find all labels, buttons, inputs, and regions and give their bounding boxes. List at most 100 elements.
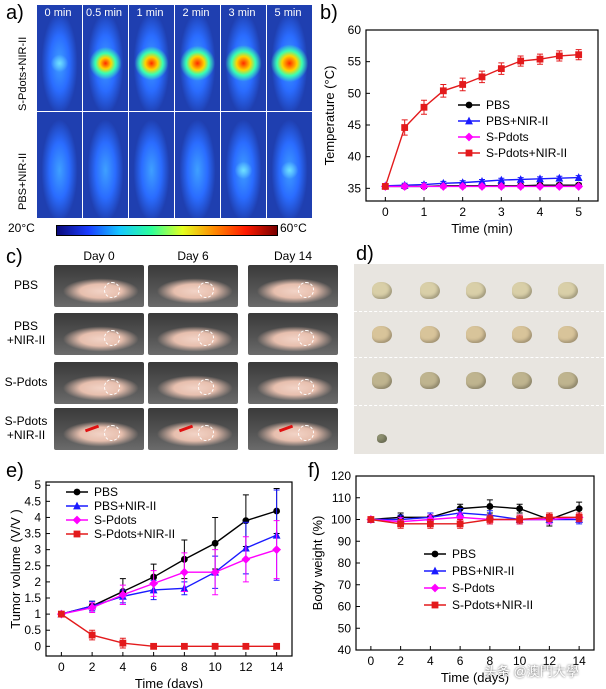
data-point: [272, 545, 282, 555]
y-tick-label: 60: [348, 23, 362, 37]
data-point: [456, 520, 464, 528]
tumor-specimen: [372, 372, 392, 389]
tumor-specimen: [466, 326, 486, 343]
series-line: [60, 613, 277, 648]
tumor-specimen: [466, 372, 486, 389]
tumor-specimen: [558, 372, 578, 389]
panel-label-b: b): [320, 2, 338, 24]
tumor-specimen: [512, 372, 532, 389]
y-tick-label: 0: [34, 639, 41, 653]
data-point: [119, 639, 127, 647]
thermal-thumb: [174, 111, 221, 219]
red-arrow-icon: [84, 425, 99, 433]
thermal-thumb: [82, 4, 129, 112]
y-tick-label: 45: [348, 118, 362, 132]
series-s-pdots-nir-ii: [367, 512, 583, 529]
x-tick-label: 14: [572, 654, 586, 668]
row-label-spdots-nir: S-Pdots+NIR-II: [17, 36, 29, 111]
y-tick-label: 90: [338, 534, 352, 548]
tumor-specimen: [372, 326, 392, 343]
x-tick-label: 4: [427, 654, 434, 668]
red-arrow-icon: [278, 425, 293, 433]
data-point: [497, 65, 505, 73]
y-tick-label: 120: [331, 469, 351, 483]
data-point: [73, 530, 81, 538]
y-axis-label: Body weight (%): [310, 516, 325, 611]
mouse-photo: [148, 362, 238, 404]
x-tick-label: 2: [397, 654, 404, 668]
tumor-circle: [104, 281, 121, 298]
data-point: [180, 642, 188, 650]
data-point: [87, 603, 97, 613]
data-point: [555, 173, 564, 182]
data-point: [211, 539, 219, 547]
y-tick-label: 2.5: [24, 559, 41, 573]
legend-entry: PBS+NIR-II: [452, 564, 514, 578]
data-point: [438, 182, 448, 191]
legend-entry: PBS+NIR-II: [94, 499, 156, 513]
tumor-specimen: [558, 326, 578, 343]
y-tick-label: 80: [338, 556, 352, 570]
series-line: [61, 534, 277, 615]
data-point: [211, 642, 219, 650]
data-point: [516, 516, 524, 523]
series-s-pdots-nir-ii: [381, 49, 583, 190]
y-tick-label: 3: [34, 543, 41, 557]
thermal-thumb: [266, 4, 313, 112]
data-point: [478, 73, 486, 81]
tumor-specimen: [377, 434, 387, 443]
time-label: 0.5 min: [85, 7, 123, 19]
tumor-specimen: [420, 372, 440, 389]
y-tick-label: 110: [332, 491, 351, 505]
y-tick-label: 3.5: [24, 527, 41, 541]
tumor-circle: [198, 329, 215, 346]
thermal-thumb: [266, 111, 313, 219]
thermal-thumb: [36, 4, 83, 112]
data-point: [458, 182, 468, 191]
data-point: [456, 508, 465, 517]
data-point: [574, 182, 584, 191]
legend-entry: S-Pdots: [452, 581, 495, 595]
x-tick-label: 4: [537, 205, 544, 219]
legend-entry: S-Pdots+NIR-II: [486, 146, 567, 160]
x-tick-label: 1: [421, 205, 428, 219]
data-point: [57, 610, 65, 618]
plot-frame: [355, 475, 595, 651]
legend-entry: S-Pdots+NIR-II: [94, 527, 175, 541]
data-point: [241, 554, 251, 564]
data-point: [575, 505, 583, 513]
row-label-pbs-nir: PBS+NIR-II: [17, 152, 29, 210]
y-tick-label: 70: [338, 578, 352, 592]
data-point: [88, 631, 96, 639]
x-tick-label: 2: [459, 205, 466, 219]
mouse-photo: [248, 265, 338, 307]
thermal-thumb: [174, 4, 221, 112]
mouse-photo: [148, 265, 238, 307]
legend-entry: S-Pdots: [94, 513, 137, 527]
x-axis-label: Time (min): [451, 221, 513, 236]
y-tick-label: 1: [34, 607, 41, 621]
mouse-photo: [148, 313, 238, 355]
y-tick-label: 4: [34, 510, 41, 524]
dashed-separator: [354, 311, 604, 312]
x-tick-label: 3: [498, 205, 505, 219]
thermal-thumb: [82, 111, 129, 219]
data-point: [535, 182, 545, 191]
y-tick-label: 0.5: [24, 623, 41, 637]
y-axis-label: Tumor volume (V/V ): [8, 509, 23, 628]
colorbar: [56, 225, 278, 236]
data-point: [536, 55, 544, 63]
x-tick-label: 0: [58, 660, 65, 674]
tumor-specimen: [420, 282, 440, 299]
time-label: 5 min: [274, 7, 302, 19]
y-tick-label: 4.5: [24, 494, 41, 508]
x-tick-label: 8: [487, 654, 494, 668]
group-label: S-Pdots +NIR-II: [4, 414, 48, 442]
data-point: [401, 124, 409, 131]
data-point: [465, 101, 473, 109]
tumor-specimen: [512, 326, 532, 343]
day-label: Day 0: [83, 249, 115, 263]
y-tick-label: 35: [348, 181, 362, 195]
data-point: [149, 579, 159, 588]
